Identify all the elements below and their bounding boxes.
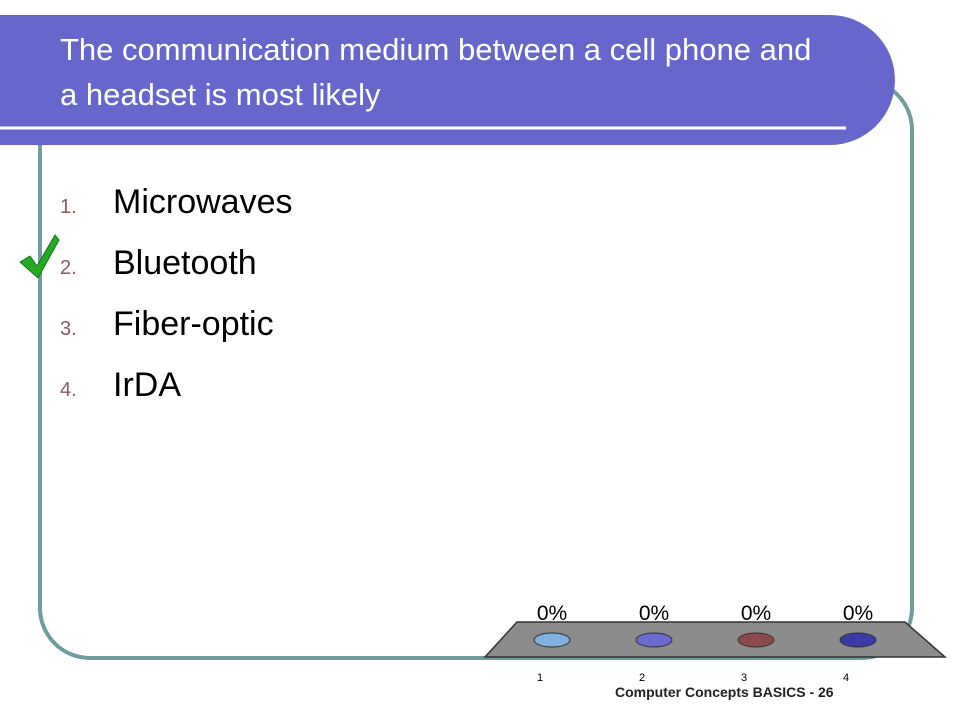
- chart-platform: [483, 621, 947, 658]
- bar-top: [635, 632, 673, 648]
- options-list: 1. Microwaves 2. Bluetooth 3. Fiber-optic 4. Ir…: [60, 183, 292, 404]
- category-label: 3: [741, 672, 747, 684]
- option-number: 3.: [60, 318, 77, 340]
- bar-top: [533, 632, 571, 648]
- category-label: 2: [639, 672, 645, 684]
- value-label: 0%: [843, 602, 873, 625]
- check-mark: [19, 234, 60, 279]
- value-label: 0%: [741, 602, 771, 625]
- option-number: 1.: [60, 196, 77, 218]
- option-number: 4.: [60, 379, 77, 401]
- option-text: IrDA: [113, 366, 181, 404]
- option-text: Fiber-optic: [113, 305, 274, 343]
- category-label: 1: [537, 672, 543, 684]
- poll-chart: 0% 1 0% 2 0% 3 0% 4: [533, 602, 877, 684]
- category-label: 4: [843, 672, 849, 684]
- bar-top: [737, 632, 775, 648]
- option-number: 2.: [60, 257, 77, 279]
- option-text: Bluetooth: [113, 244, 257, 282]
- slide-title: The communication medium between a cell …: [60, 32, 811, 112]
- option-text: Microwaves: [113, 183, 292, 221]
- value-label: 0%: [639, 602, 669, 625]
- value-label: 0%: [537, 602, 567, 625]
- title-banner: [0, 15, 895, 145]
- bar-top: [839, 632, 877, 648]
- footer: Computer Concepts BASICS - 26: [615, 684, 834, 700]
